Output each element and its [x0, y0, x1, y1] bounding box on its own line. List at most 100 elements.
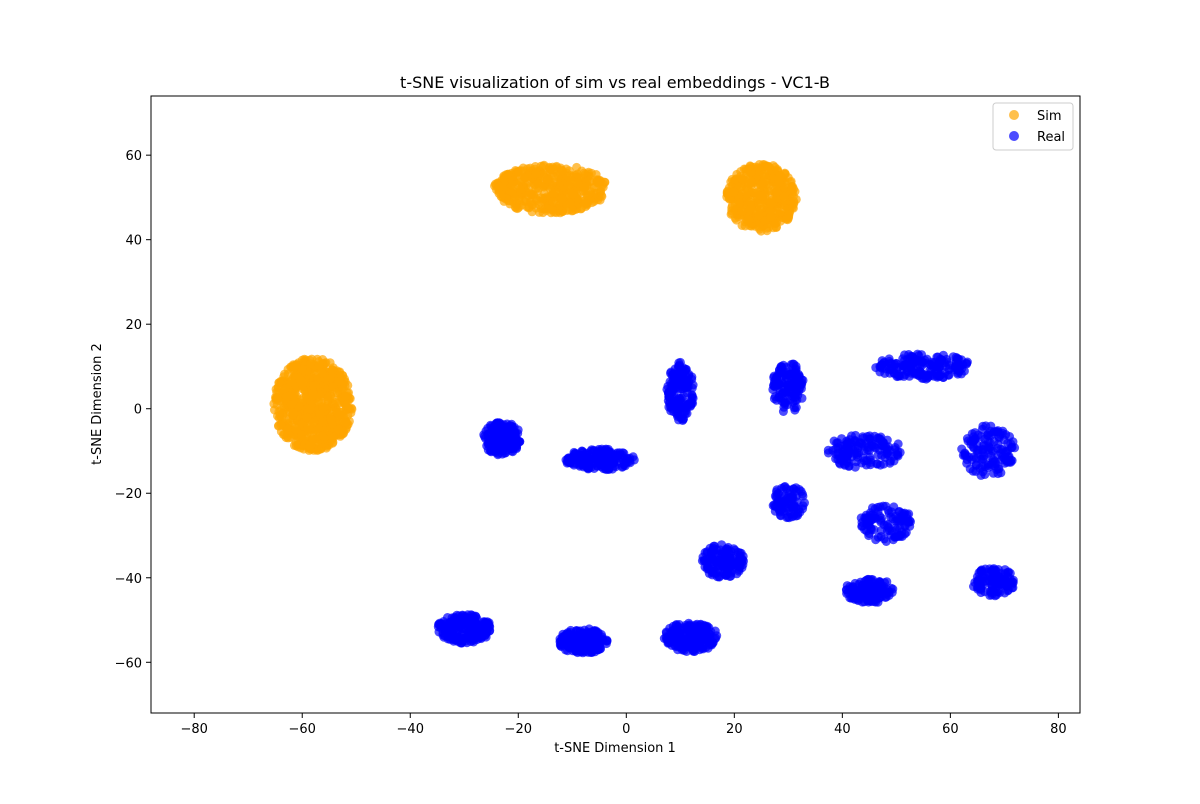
- real-point: [999, 580, 1009, 590]
- sim-point: [548, 197, 558, 207]
- real-point: [874, 593, 884, 603]
- real-point: [794, 485, 804, 494]
- real-point: [860, 525, 870, 535]
- real-point: [780, 370, 790, 380]
- sim-point: [727, 174, 737, 184]
- real-point: [875, 460, 885, 470]
- sim-point: [326, 415, 336, 425]
- sim-point: [295, 375, 305, 385]
- real-point: [971, 460, 981, 470]
- real-point: [493, 429, 503, 438]
- real-point: [935, 362, 945, 371]
- sim-point: [282, 392, 291, 402]
- real-point: [789, 390, 798, 399]
- x-tick-label: −80: [180, 722, 207, 737]
- real-point: [674, 627, 684, 637]
- real-point: [925, 359, 935, 369]
- real-point: [719, 554, 729, 564]
- sim-point: [548, 189, 558, 199]
- sim-point: [557, 166, 567, 176]
- real-point: [902, 514, 912, 524]
- real-point: [864, 597, 874, 607]
- sim-point: [755, 224, 765, 234]
- real-point: [976, 588, 986, 598]
- real-point: [892, 372, 902, 382]
- real-point: [448, 634, 458, 643]
- real-point: [823, 448, 833, 458]
- sim-point: [314, 360, 324, 370]
- sim-point: [302, 413, 312, 423]
- real-point: [964, 452, 974, 462]
- real-point: [923, 370, 933, 380]
- sim-point: [741, 189, 751, 199]
- real-point: [873, 450, 883, 460]
- sim-point: [503, 169, 513, 179]
- x-tick-label: 20: [726, 722, 743, 737]
- sim-point: [305, 441, 314, 451]
- sim-point: [280, 384, 290, 394]
- real-point: [670, 380, 680, 390]
- sim-point: [317, 369, 327, 378]
- real-point: [468, 634, 478, 644]
- real-point: [789, 403, 799, 413]
- y-tick-label: 20: [125, 318, 142, 333]
- x-tick-label: −60: [289, 722, 316, 737]
- sim-point: [744, 206, 754, 216]
- real-point: [665, 398, 674, 408]
- real-point: [494, 420, 504, 430]
- sim-point: [318, 403, 328, 413]
- real-point: [608, 456, 618, 466]
- x-tick-label: 0: [622, 722, 630, 737]
- real-point: [688, 646, 698, 656]
- sim-point: [327, 365, 337, 375]
- real-point: [829, 436, 839, 446]
- real-point: [1005, 568, 1015, 578]
- sim-point: [595, 177, 605, 187]
- sim-point: [576, 204, 586, 214]
- sim-point: [774, 177, 784, 187]
- real-point: [687, 623, 697, 633]
- real-point: [781, 503, 791, 512]
- y-tick-label: 60: [125, 149, 142, 164]
- y-axis-label: t-SNE Dimension 2: [90, 343, 105, 465]
- sim-point: [527, 200, 537, 209]
- real-point: [708, 565, 718, 575]
- real-point: [892, 450, 902, 460]
- sim-point: [762, 223, 772, 233]
- real-point: [848, 590, 858, 600]
- sim-point: [745, 197, 755, 207]
- sim-point: [331, 397, 341, 407]
- legend: Sim Real: [992, 102, 1074, 151]
- real-point: [697, 626, 707, 636]
- sim-point: [744, 215, 754, 225]
- sim-point: [303, 424, 312, 433]
- sim-point: [288, 408, 298, 418]
- real-point: [988, 468, 998, 478]
- sim-point: [507, 180, 517, 190]
- sim-point: [531, 169, 541, 179]
- real-point: [769, 378, 779, 388]
- real-point: [436, 623, 446, 633]
- x-tick-label: 80: [1050, 722, 1067, 737]
- real-point: [798, 501, 808, 511]
- sim-point: [525, 188, 535, 198]
- sim-point: [756, 180, 766, 190]
- y-tick-label: −60: [115, 656, 142, 671]
- real-point: [884, 523, 893, 533]
- sim-point: [328, 382, 338, 392]
- real-point: [976, 432, 986, 442]
- points-layer: [269, 160, 1020, 658]
- real-point: [884, 590, 894, 600]
- sim-point: [745, 161, 755, 171]
- sim-point: [334, 377, 344, 386]
- real-point: [493, 437, 503, 447]
- real-point: [687, 390, 697, 400]
- x-tick-label: −40: [397, 722, 424, 737]
- sim-point: [315, 390, 325, 400]
- real-point: [788, 491, 798, 501]
- real-point: [970, 435, 979, 445]
- sim-point: [341, 418, 351, 428]
- sim-point: [565, 198, 575, 208]
- real-point: [892, 516, 902, 526]
